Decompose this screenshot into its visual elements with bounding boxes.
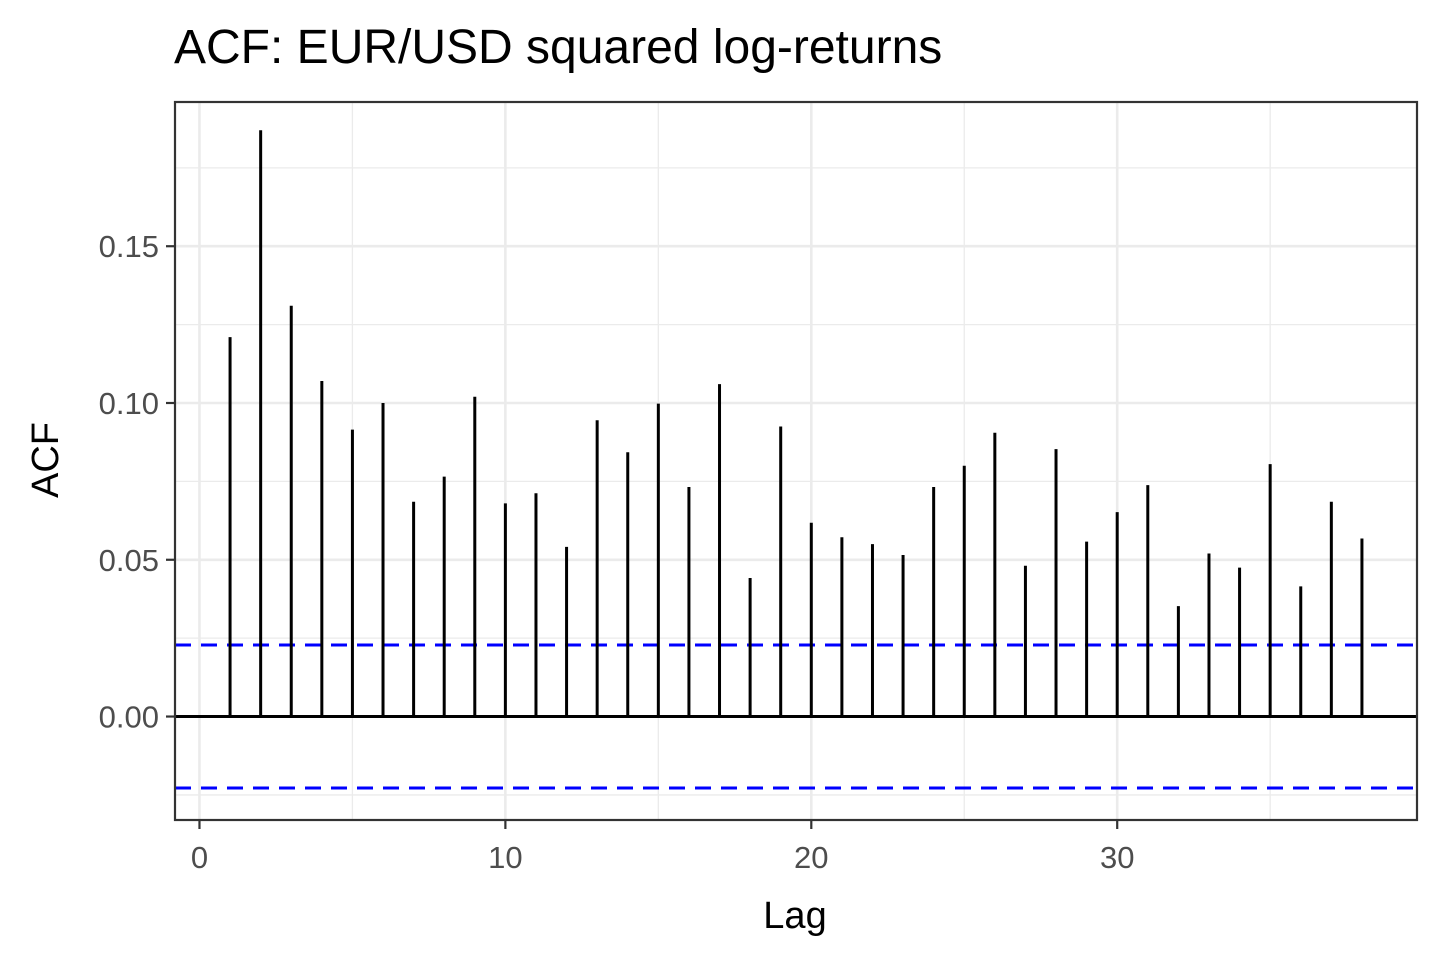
- y-axis-title: ACF: [25, 422, 67, 498]
- x-tick-label: 30: [1100, 840, 1134, 875]
- x-tick-label: 10: [488, 840, 522, 875]
- y-tick-label: 0.15: [99, 229, 159, 264]
- panel-border: [173, 100, 1419, 822]
- x-tick-label: 20: [794, 840, 828, 875]
- acf-bars: [228, 130, 1364, 717]
- chart-title: ACF: EUR/USD squared log-returns: [174, 21, 942, 74]
- x-axis: 0 10 20 30: [191, 820, 1134, 875]
- grid-lines: [175, 102, 1417, 820]
- x-tick-label: 0: [191, 840, 208, 875]
- y-tick-label: 0.00: [99, 700, 159, 735]
- y-tick-label: 0.10: [99, 386, 159, 421]
- y-tick-label: 0.05: [99, 543, 159, 578]
- x-axis-title: Lag: [763, 895, 826, 937]
- y-axis: 0.00 0.05 0.10 0.15: [99, 229, 175, 735]
